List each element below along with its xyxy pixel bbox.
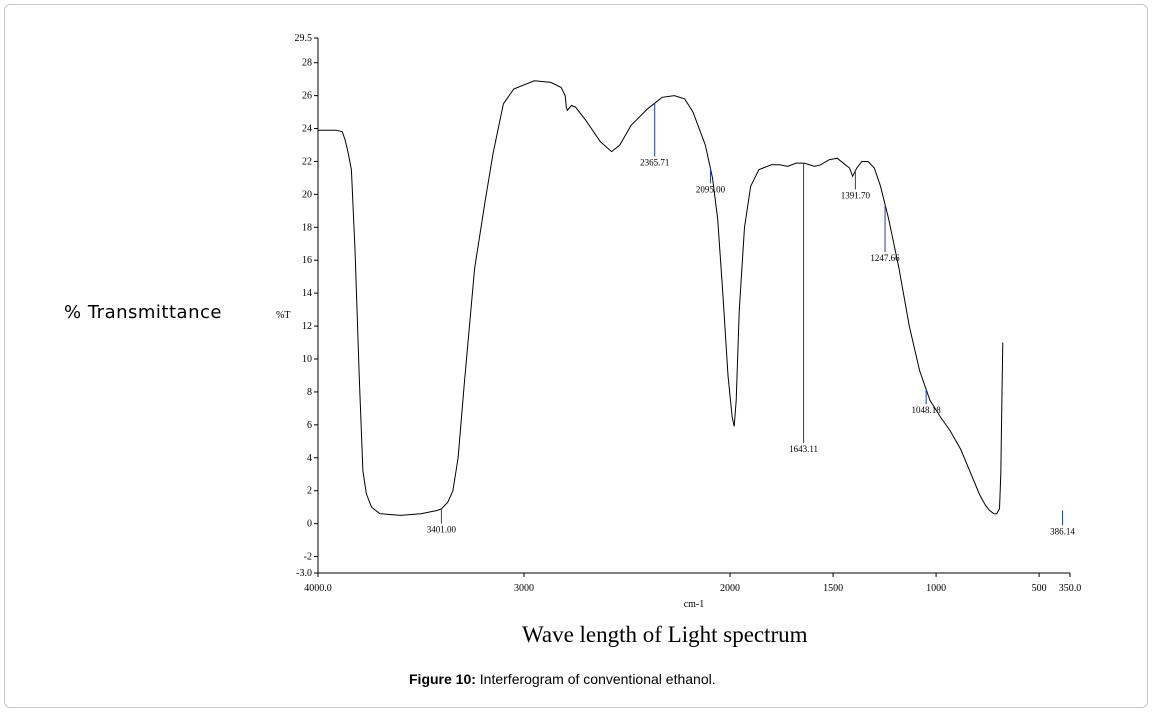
peak-label: 3401.00	[427, 525, 457, 535]
spectrum-line	[318, 80, 1004, 516]
y-tick-label: 0	[307, 519, 312, 530]
y-tick-label: 10	[302, 354, 312, 365]
caption-text: Interferogram of conventional ethanol.	[475, 671, 716, 687]
x-tick-label: 4000.0	[304, 583, 332, 594]
y-tick-label: 20	[302, 189, 312, 200]
y-tick-label: 14	[302, 288, 312, 299]
y-tick-label: 8	[307, 387, 312, 398]
peak-label: 1391.70	[841, 190, 871, 200]
peak-label: 2365.71	[640, 158, 669, 168]
caption-label: Figure 10:	[409, 671, 476, 687]
y-tick-label: 29.5	[295, 33, 313, 44]
x-tick-label: 1500	[823, 583, 843, 594]
y-tick-label: 6	[307, 420, 312, 431]
y-tick-label: 28	[302, 58, 312, 69]
y-tick-label: 24	[302, 124, 312, 135]
x-tick-label: 350.0	[1059, 583, 1082, 594]
x-tick-label: 3000	[514, 583, 534, 594]
y-tick-label: -2	[304, 552, 312, 563]
peak-label: 386.14	[1050, 526, 1075, 536]
y-tick-label: 18	[302, 222, 312, 233]
y-tick-label: 26	[302, 91, 312, 102]
y-tick-label: 4	[307, 453, 312, 464]
peak-annotations: 3401.00 2365.71 2095.00 1643.11 1391.70 1247.…	[427, 103, 1075, 536]
x-tick-label: 1000	[926, 583, 946, 594]
y-tick-label: 12	[302, 321, 312, 332]
y-tick-label: 16	[302, 255, 312, 266]
x-tick-label: 500	[1032, 583, 1047, 594]
y-tick-label: 22	[302, 156, 312, 167]
peak-label: 2095.00	[696, 184, 726, 194]
y-axis-unit-label: %T	[276, 310, 290, 321]
figure-frame	[4, 4, 1148, 708]
x-tick-label: 2000	[720, 583, 740, 594]
figure-caption: Figure 10: Interferogram of conventional…	[409, 671, 716, 687]
y-tick-label: -3.0	[296, 568, 312, 579]
chart-axes	[317, 38, 1070, 574]
y-tick-label: 2	[307, 486, 312, 497]
outer-x-axis-title: Wave length of Light spectrum	[522, 622, 808, 647]
outer-y-axis-title: % Transmittance	[64, 302, 222, 323]
peak-label: 1643.11	[789, 444, 818, 454]
x-axis-unit-label: cm-1	[684, 599, 705, 610]
peak-label: 1048.18	[912, 405, 942, 415]
x-axis-ticks: 4000.0 3000 2000 1500 1000 500 350.0	[304, 573, 1081, 594]
peak-label: 1247.66	[870, 253, 900, 263]
